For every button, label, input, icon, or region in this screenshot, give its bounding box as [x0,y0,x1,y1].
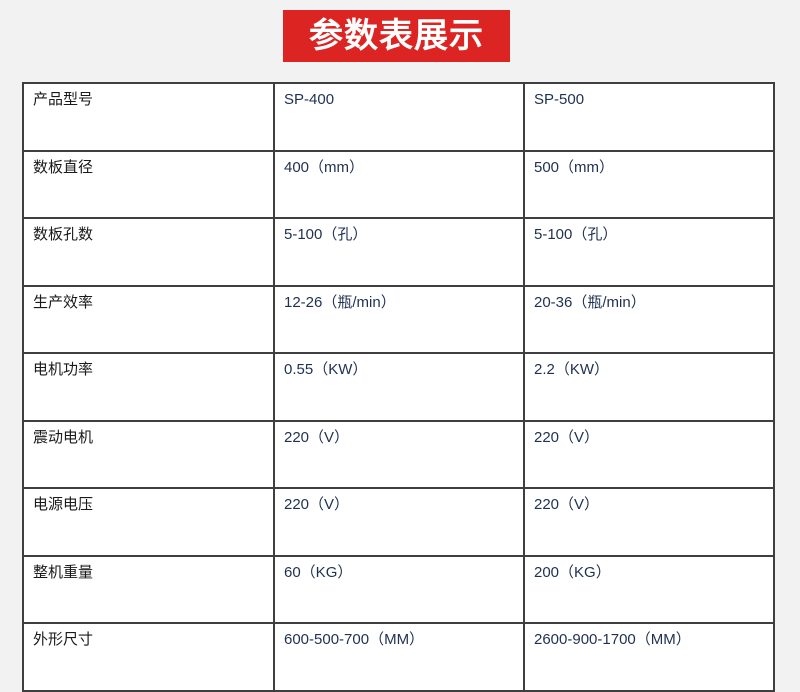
table-row: 整机重量 60（KG） 200（KG） [22,554,775,624]
table-row: 外形尺寸 600-500-700（MM） 2600-900-1700（MM） [22,622,775,692]
param-label: 产品型号 [22,82,275,152]
sp400-value: 0.55（KW） [273,352,525,422]
param-label: 数板直径 [22,149,275,219]
param-label: 电源电压 [22,487,275,557]
sp500-value: 2.2（KW） [523,352,775,422]
sp500-value: 200（KG） [523,554,775,624]
spec-table: 产品型号 SP-400 SP-500 数板直径 400（mm） 500（mm） … [22,82,775,692]
sp400-value: 60（KG） [273,554,525,624]
sp400-value: 12-26（瓶/min） [273,284,525,354]
sp500-value: 220（V） [523,419,775,489]
table-row: 产品型号 SP-400 SP-500 [22,82,775,152]
param-label: 整机重量 [22,554,275,624]
table-row: 电机功率 0.55（KW） 2.2（KW） [22,352,775,422]
sp400-value: 220（V） [273,419,525,489]
param-label: 外形尺寸 [22,622,275,692]
sp400-value: SP-400 [273,82,525,152]
sp400-value: 5-100（孔） [273,217,525,287]
sp500-value: 220（V） [523,487,775,557]
sp500-value: 500（mm） [523,149,775,219]
sp500-value: 20-36（瓶/min） [523,284,775,354]
spec-table-body: 产品型号 SP-400 SP-500 数板直径 400（mm） 500（mm） … [22,82,775,692]
page-title: 参数表展示 [309,17,484,55]
param-label: 数板孔数 [22,217,275,287]
sp500-value: 2600-900-1700（MM） [523,622,775,692]
title-banner: 参数表展示 [283,10,510,62]
table-row: 数板孔数 5-100（孔） 5-100（孔） [22,217,775,287]
table-row: 生产效率 12-26（瓶/min） 20-36（瓶/min） [22,284,775,354]
param-label: 电机功率 [22,352,275,422]
sp400-value: 600-500-700（MM） [273,622,525,692]
table-row: 震动电机 220（V） 220（V） [22,419,775,489]
table-row: 电源电压 220（V） 220（V） [22,487,775,557]
sp500-value: 5-100（孔） [523,217,775,287]
sp400-value: 400（mm） [273,149,525,219]
param-label: 震动电机 [22,419,275,489]
sp500-value: SP-500 [523,82,775,152]
param-label: 生产效率 [22,284,275,354]
table-row: 数板直径 400（mm） 500（mm） [22,149,775,219]
sp400-value: 220（V） [273,487,525,557]
